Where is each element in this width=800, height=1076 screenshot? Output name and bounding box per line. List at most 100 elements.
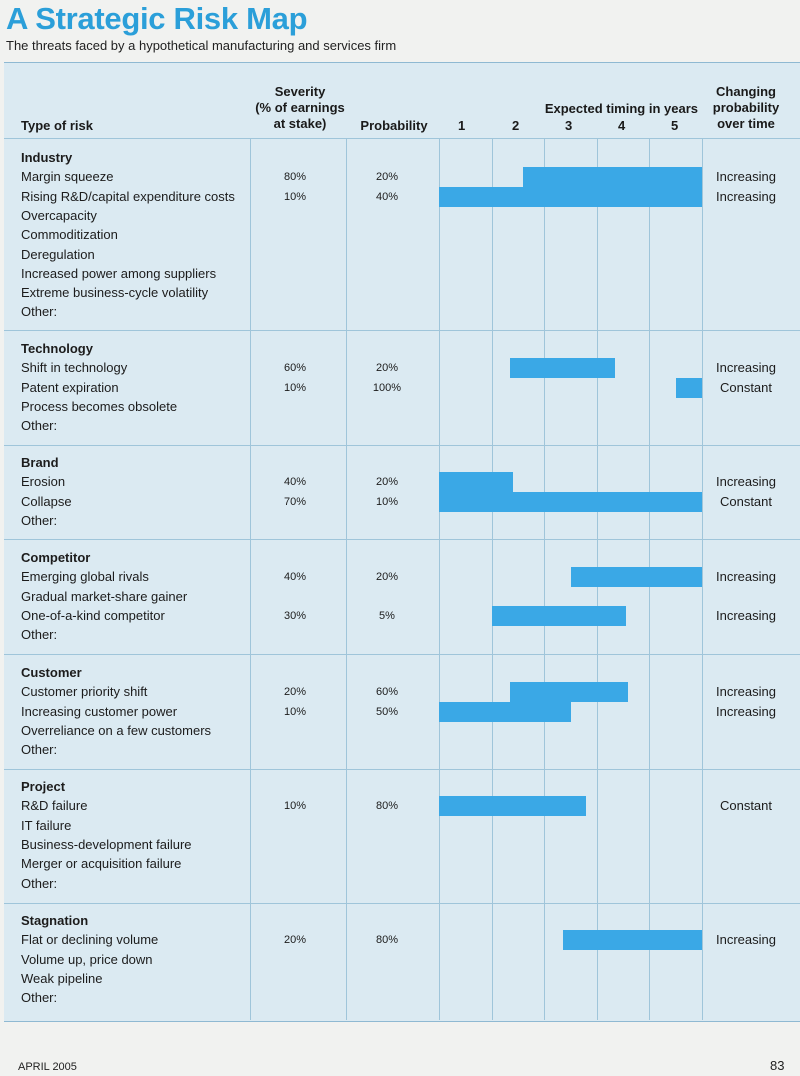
risk-item: Business-development failure bbox=[21, 836, 192, 852]
column-divider bbox=[492, 138, 493, 1020]
header-probability: Probability bbox=[360, 118, 428, 133]
header-severity-line: at stake) bbox=[273, 116, 327, 131]
column-divider bbox=[702, 138, 703, 1020]
change-trend: Constant bbox=[719, 379, 773, 395]
severity-value: 10% bbox=[283, 381, 307, 394]
risk-item: Other: bbox=[21, 512, 58, 528]
page-title: A Strategic Risk Map bbox=[6, 1, 308, 36]
severity-value: 40% bbox=[283, 476, 307, 489]
risk-item: Other: bbox=[21, 304, 58, 320]
severity-value: 10% bbox=[283, 705, 307, 718]
timing-bar bbox=[439, 796, 587, 817]
severity-value: 70% bbox=[283, 495, 307, 508]
column-divider bbox=[250, 138, 251, 1020]
page-number: 83 bbox=[770, 1058, 785, 1073]
risk-item: Other: bbox=[21, 875, 58, 891]
probability-value: 20% bbox=[375, 171, 399, 184]
severity-value: 30% bbox=[283, 609, 307, 622]
probability-value: 80% bbox=[375, 800, 399, 813]
probability-value: 60% bbox=[375, 686, 399, 699]
header-year-2: 2 bbox=[512, 118, 520, 133]
change-trend: Increasing bbox=[716, 932, 776, 948]
risk-item: Erosion bbox=[21, 474, 66, 490]
change-trend: Constant bbox=[719, 493, 773, 509]
risk-item: Patent expiration bbox=[21, 379, 119, 395]
section-divider bbox=[4, 903, 800, 904]
header-changing-line: over time bbox=[717, 116, 775, 131]
risk-item: Process becomes obsolete bbox=[21, 398, 178, 414]
risk-item: Deregulation bbox=[21, 246, 95, 262]
risk-item: Weak pipeline bbox=[21, 970, 103, 986]
change-trend: Increasing bbox=[716, 474, 776, 490]
probability-value: 20% bbox=[375, 476, 399, 489]
risk-item: Commoditization bbox=[21, 227, 118, 243]
severity-value: 10% bbox=[283, 800, 307, 813]
risk-item: Volume up, price down bbox=[21, 951, 153, 967]
risk-category: Brand bbox=[21, 455, 59, 470]
header-year-3: 3 bbox=[565, 118, 573, 133]
risk-item: Shift in technology bbox=[21, 360, 128, 376]
severity-value: 20% bbox=[283, 686, 307, 699]
timing-bar bbox=[439, 491, 702, 512]
timing-bar bbox=[439, 186, 702, 207]
risk-item: Overcapacity bbox=[21, 207, 97, 223]
header-type-of-risk: Type of risk bbox=[21, 118, 94, 133]
change-trend: Increasing bbox=[716, 703, 776, 719]
section-divider bbox=[4, 769, 800, 770]
risk-item: Flat or declining volume bbox=[21, 932, 159, 948]
timing-bar bbox=[570, 567, 702, 588]
timing-bar bbox=[439, 701, 571, 722]
probability-value: 40% bbox=[375, 190, 399, 203]
change-trend: Constant bbox=[719, 798, 773, 814]
probability-value: 50% bbox=[375, 705, 399, 718]
risk-item: Extreme business-cycle volatility bbox=[21, 285, 209, 301]
column-divider bbox=[439, 138, 440, 1020]
risk-item: Customer priority shift bbox=[21, 684, 148, 700]
header-year-4: 4 bbox=[618, 118, 626, 133]
probability-value: 20% bbox=[375, 362, 399, 375]
risk-item: Overreliance on a few customers bbox=[21, 722, 212, 738]
header-year-1: 1 bbox=[458, 118, 466, 133]
risk-item: Increased power among suppliers bbox=[21, 265, 217, 281]
section-divider bbox=[4, 654, 800, 655]
risk-item: Merger or acquisition failure bbox=[21, 856, 182, 872]
header-severity-line: (% of earnings bbox=[255, 100, 345, 115]
risk-item: Collapse bbox=[21, 493, 72, 509]
risk-item: IT failure bbox=[21, 817, 72, 833]
change-trend: Increasing bbox=[716, 569, 776, 585]
timing-bar bbox=[439, 472, 513, 493]
severity-value: 60% bbox=[283, 362, 307, 375]
risk-item: Other: bbox=[21, 418, 58, 434]
timing-bar bbox=[562, 930, 702, 951]
header-expected-timing: Expected timing in years bbox=[544, 101, 698, 116]
header-divider bbox=[4, 138, 800, 139]
page-subtitle: The threats faced by a hypothetical manu… bbox=[6, 38, 397, 53]
probability-value: 20% bbox=[375, 571, 399, 584]
section-divider bbox=[4, 445, 800, 446]
risk-item: Emerging global rivals bbox=[21, 569, 149, 585]
severity-value: 20% bbox=[283, 934, 307, 947]
probability-value: 10% bbox=[375, 495, 399, 508]
header-severity: Severity (% of earnings at stake) bbox=[252, 84, 348, 132]
risk-category: Project bbox=[21, 779, 66, 794]
risk-item: Rising R&D/capital expenditure costs bbox=[21, 188, 235, 204]
risk-item: Other: bbox=[21, 990, 58, 1006]
risk-table bbox=[4, 62, 800, 1022]
risk-item: Gradual market-share gainer bbox=[21, 588, 188, 604]
change-trend: Increasing bbox=[716, 188, 776, 204]
risk-category: Technology bbox=[21, 341, 93, 356]
timing-bar bbox=[523, 167, 702, 188]
footer-date: APRIL 2005 bbox=[18, 1061, 77, 1073]
column-divider bbox=[346, 138, 347, 1020]
header-year-5: 5 bbox=[671, 118, 679, 133]
probability-value: 80% bbox=[375, 934, 399, 947]
timing-bar bbox=[491, 605, 626, 626]
header-changing-line: probability bbox=[712, 100, 780, 115]
risk-item: Margin squeeze bbox=[21, 169, 114, 185]
column-divider bbox=[544, 138, 545, 1020]
header-changing-probability: Changing probability over time bbox=[705, 84, 787, 132]
change-trend: Increasing bbox=[716, 607, 776, 623]
section-divider bbox=[4, 330, 800, 331]
risk-item: Increasing customer power bbox=[21, 703, 178, 719]
probability-value: 100% bbox=[372, 381, 402, 394]
